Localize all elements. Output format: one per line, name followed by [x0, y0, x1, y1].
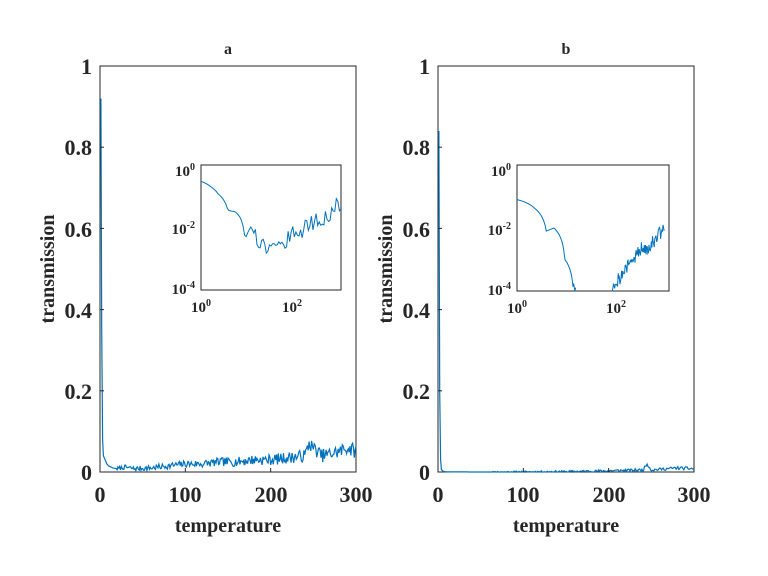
panel-a-ytick-label: 0.8 [65, 135, 93, 160]
panel-b-axes [437, 65, 695, 473]
panel-b-inset-line-right [611, 224, 665, 292]
panel-a-ytick-label: 0 [81, 460, 92, 485]
panel-a-xlabel: temperature [175, 515, 281, 537]
panel-b-xticks: 0 100 200 300 [433, 482, 711, 507]
panel-b-xtick-label: 0 [433, 482, 444, 507]
panel-b-ytick-label: 0 [419, 460, 430, 485]
panel-a: a 0 100 200 300 0 0.2 0.4 0.6 0.8 1 temp… [37, 41, 373, 537]
panel-b-title: b [562, 41, 571, 58]
panel-b-inset-xtick-label: 100 [507, 299, 527, 317]
panel-b-ytick-label: 0.2 [403, 379, 431, 404]
panel-a-inset: 100 102 100 10-2 10-4 [172, 162, 342, 316]
panel-a-axes [99, 65, 357, 473]
panel-a-inset-ytick-label: 10-2 [172, 220, 195, 238]
panel-b-inset-axes [516, 164, 670, 292]
panel-b-inset-ytick-label: 100 [491, 162, 511, 180]
panel-a-inset-ytick-label: 10-4 [172, 280, 195, 298]
panel-a-xtick-label: 200 [255, 482, 288, 507]
panel-b-ytick-label: 0.6 [403, 217, 431, 242]
panel-a-yticks: 0 0.2 0.4 0.6 0.8 1 [65, 54, 93, 485]
panel-b-inset-ytick-label: 10-2 [488, 221, 511, 239]
panel-b-ytick-label: 0.8 [403, 135, 431, 160]
panel-b-yticks: 0 0.2 0.4 0.6 0.8 1 [403, 54, 431, 485]
panel-b-ytick-label: 1 [419, 54, 430, 79]
panel-a-ytick-label: 0.2 [65, 379, 93, 404]
panel-b-inset-xtick-label: 102 [606, 299, 626, 317]
panel-a-inset-xticks: 100 102 [191, 298, 302, 316]
panel-b-xtick-label: 200 [593, 482, 626, 507]
panel-a-ytick-label: 0.6 [65, 217, 93, 242]
panel-a-series-line [100, 98, 357, 473]
panel-a-inset-ytick-label: 100 [175, 162, 195, 180]
panel-a-inset-xtick-label: 100 [191, 298, 211, 316]
panel-b-xtick-label: 300 [678, 482, 711, 507]
panel-b-inset-ytick-label: 10-4 [488, 281, 511, 299]
panel-a-inset-line [200, 180, 342, 255]
panel-b-inset-yticks: 100 10-2 10-4 [488, 162, 511, 299]
panel-a-title: a [224, 41, 232, 58]
panel-a-ytick-label: 0.4 [65, 298, 93, 323]
panel-b-inset: 100 102 100 10-2 10-4 [488, 162, 670, 317]
panel-b-ylabel: transmission [375, 215, 397, 324]
panel-b-xtick-label: 100 [507, 482, 540, 507]
panel-a-xtick-label: 300 [340, 482, 373, 507]
panel-a-inset-axes [200, 164, 342, 291]
panel-b-series-line [438, 130, 695, 473]
panel-b-inset-line-left [516, 199, 577, 292]
panel-a-ylabel: transmission [37, 215, 59, 324]
panel-a-ytick-label: 1 [81, 54, 92, 79]
panel-b-xlabel: temperature [513, 515, 619, 537]
panel-a-xtick-label: 100 [169, 482, 202, 507]
panel-a-inset-xtick-label: 102 [282, 298, 302, 316]
panel-b-inset-xticks: 100 102 [507, 299, 626, 317]
panel-a-xticks: 0 100 200 300 [95, 482, 373, 507]
panel-a-inset-yticks: 100 10-2 10-4 [172, 162, 195, 298]
panel-b: b 0 100 200 300 0 0.2 0.4 0.6 0.8 1 temp… [375, 41, 711, 537]
panel-a-xtick-label: 0 [95, 482, 106, 507]
panel-b-ytick-label: 0.4 [403, 298, 431, 323]
